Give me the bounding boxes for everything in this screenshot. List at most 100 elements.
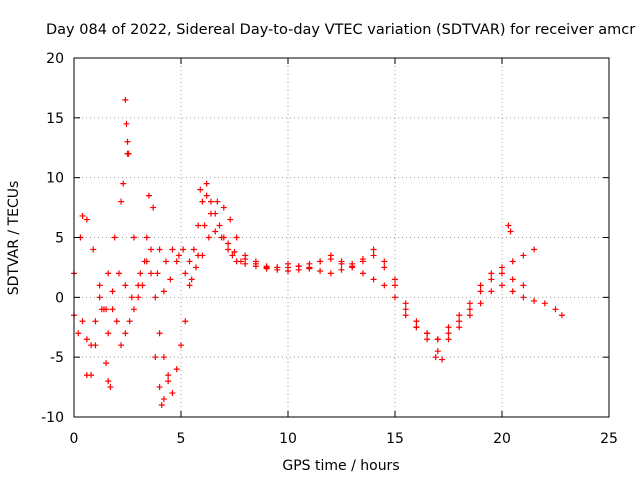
- data-point: [349, 264, 356, 271]
- data-point: [195, 252, 202, 259]
- data-point: [118, 342, 125, 349]
- data-point: [105, 270, 112, 277]
- y-tick-label: 10: [46, 171, 64, 187]
- data-point: [520, 252, 527, 259]
- data-point: [175, 252, 182, 259]
- data-point: [225, 240, 232, 247]
- data-point: [499, 282, 505, 289]
- data-point: [148, 246, 155, 253]
- data-point: [327, 252, 334, 259]
- data-point: [182, 270, 189, 277]
- data-points: [71, 96, 565, 409]
- data-point: [338, 260, 345, 267]
- y-tick-label: -10: [41, 410, 64, 426]
- data-point: [83, 336, 90, 343]
- data-point: [558, 312, 565, 319]
- data-point: [216, 222, 223, 229]
- data-point: [141, 258, 148, 265]
- data-point: [402, 306, 409, 313]
- data-point: [370, 276, 377, 283]
- data-point: [402, 312, 409, 319]
- series-track-2: [71, 216, 538, 355]
- data-point: [445, 324, 452, 331]
- data-point: [359, 258, 366, 265]
- data-point: [466, 312, 473, 319]
- axis-ticks: [73, 57, 610, 418]
- data-point: [392, 282, 398, 289]
- data-point: [103, 360, 110, 367]
- data-point: [105, 378, 112, 385]
- data-point: [531, 297, 538, 304]
- data-point: [499, 264, 505, 271]
- data-point: [520, 282, 527, 289]
- data-point: [327, 270, 334, 277]
- data-point: [180, 246, 187, 253]
- data-point: [370, 252, 377, 259]
- data-point: [456, 312, 463, 319]
- y-tick-label: 20: [46, 51, 64, 67]
- data-point: [109, 306, 116, 313]
- data-point: [115, 270, 122, 277]
- data-point: [212, 228, 219, 235]
- data-point: [338, 266, 345, 273]
- data-point: [509, 288, 516, 295]
- data-point: [214, 198, 221, 205]
- data-point: [207, 198, 214, 205]
- data-point: [203, 180, 210, 187]
- data-point: [163, 258, 170, 265]
- data-point: [118, 198, 125, 205]
- data-point: [105, 330, 112, 337]
- data-point: [137, 270, 144, 277]
- data-point: [96, 282, 103, 289]
- data-point: [237, 258, 244, 265]
- data-point: [413, 318, 420, 325]
- y-tick-label: 5: [55, 231, 64, 247]
- data-point: [143, 234, 150, 241]
- data-point: [203, 192, 210, 199]
- data-point: [488, 276, 495, 283]
- series-track-3: [88, 150, 527, 379]
- data-point: [135, 294, 142, 301]
- series-spikes: [79, 96, 514, 409]
- data-point: [233, 234, 240, 241]
- data-point: [79, 212, 86, 219]
- data-point: [381, 264, 388, 271]
- data-point: [434, 348, 441, 355]
- data-point: [242, 252, 249, 259]
- data-point: [126, 318, 133, 325]
- data-point: [152, 354, 159, 361]
- data-point: [445, 336, 452, 343]
- data-point: [113, 318, 120, 325]
- data-point: [199, 198, 206, 205]
- data-point: [109, 288, 116, 295]
- data-point: [370, 246, 377, 253]
- chart-title: Day 084 of 2022, Sidereal Day-to-day VTE…: [46, 22, 635, 38]
- data-point: [130, 306, 137, 313]
- data-point: [477, 300, 484, 307]
- series-track-1: [71, 192, 565, 397]
- y-tick-label: 0: [55, 290, 64, 306]
- data-point: [505, 222, 512, 229]
- data-point: [154, 270, 161, 277]
- data-point: [96, 294, 103, 301]
- data-point: [466, 300, 473, 307]
- data-point: [178, 342, 184, 349]
- data-point: [306, 264, 313, 271]
- x-tick-label: 5: [177, 431, 186, 447]
- data-point: [124, 138, 131, 145]
- data-point: [263, 264, 270, 271]
- data-point: [424, 336, 431, 343]
- data-point: [90, 246, 97, 253]
- data-point: [207, 210, 214, 217]
- data-point: [192, 264, 199, 271]
- data-point: [92, 342, 99, 349]
- data-point: [541, 300, 548, 307]
- data-point: [123, 120, 130, 127]
- data-point: [359, 270, 366, 277]
- data-point: [488, 288, 495, 295]
- data-point: [158, 402, 165, 409]
- data-point: [186, 258, 193, 265]
- data-point: [201, 222, 208, 229]
- data-point: [402, 300, 409, 307]
